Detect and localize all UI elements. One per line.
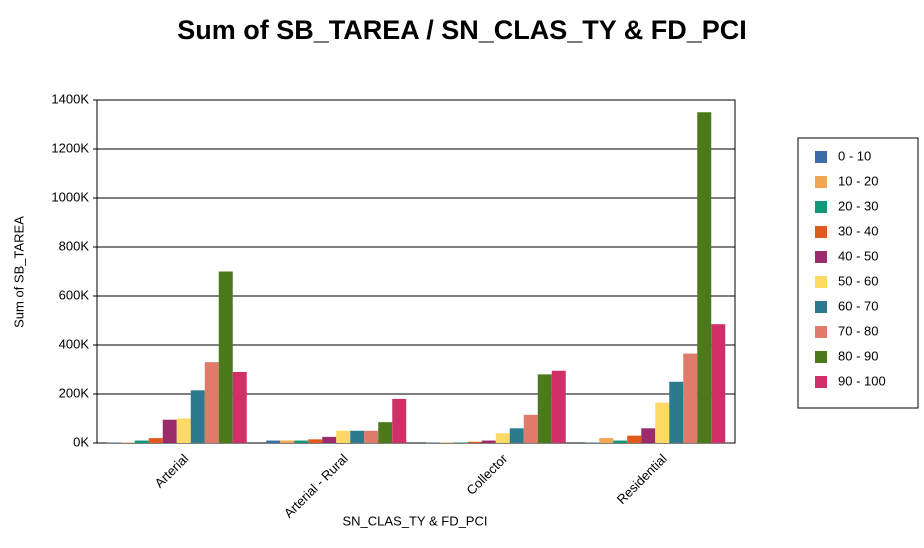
bar — [232, 371, 247, 443]
y-tick-label: 1200K — [51, 140, 89, 155]
bar — [294, 440, 309, 443]
bar — [537, 374, 552, 443]
legend-label: 30 - 40 — [838, 223, 878, 238]
y-tick-label: 400K — [59, 336, 90, 351]
bar — [467, 441, 482, 443]
bar — [683, 353, 698, 443]
legend-label: 90 - 100 — [838, 373, 886, 388]
bar — [669, 381, 684, 443]
bar — [655, 402, 670, 443]
x-tick-label: Arterial — [152, 451, 192, 491]
bar — [364, 430, 379, 443]
y-tick-label: 200K — [59, 385, 90, 400]
bar — [266, 440, 281, 443]
bar — [481, 440, 496, 443]
legend-swatch — [815, 326, 827, 338]
bar — [697, 112, 712, 443]
plot-frame — [96, 99, 736, 444]
bar — [378, 422, 393, 443]
y-axis-label: Sum of SB_TAREA — [11, 216, 26, 328]
bar — [627, 435, 642, 443]
x-tick-label: Collector — [463, 450, 510, 497]
legend-swatch — [815, 301, 827, 313]
bar — [134, 440, 149, 443]
y-tick-label: 0K — [73, 434, 89, 449]
bar — [322, 436, 337, 443]
bar — [148, 438, 163, 443]
legend-swatch — [815, 276, 827, 288]
bar — [350, 430, 365, 443]
legend-swatch — [815, 226, 827, 238]
legend-swatch — [815, 251, 827, 263]
legend-label: 40 - 50 — [838, 248, 878, 263]
y-tick-label: 600K — [59, 287, 90, 302]
bar — [613, 440, 628, 443]
legend-label: 70 - 80 — [838, 323, 878, 338]
x-axis-label: SN_CLAS_TY & FD_PCI — [343, 513, 488, 528]
bar — [176, 418, 191, 443]
legend-label: 0 - 10 — [838, 148, 871, 163]
y-tick-label: 1000K — [51, 189, 89, 204]
legend-label: 80 - 90 — [838, 348, 878, 363]
legend-swatch — [815, 151, 827, 163]
bar — [523, 414, 538, 443]
bar — [308, 439, 323, 443]
x-tick-label: Residential — [614, 451, 670, 507]
legend-label: 10 - 20 — [838, 173, 878, 188]
bar — [495, 433, 510, 443]
bar — [551, 370, 566, 443]
bar — [641, 428, 656, 443]
bar — [280, 440, 295, 443]
legend-label: 20 - 30 — [838, 198, 878, 213]
bar — [711, 324, 726, 443]
y-tick-label: 1400K — [51, 91, 89, 106]
legend-swatch — [815, 201, 827, 213]
legend-label: 60 - 70 — [838, 298, 878, 313]
legend-swatch — [815, 176, 827, 188]
bar — [392, 398, 407, 443]
legend-swatch — [815, 376, 827, 388]
legend-swatch — [815, 351, 827, 363]
bar — [204, 362, 219, 443]
bar — [218, 271, 233, 443]
bar — [599, 438, 614, 443]
x-tick-label: Arterial - Rural — [281, 451, 351, 521]
bar — [162, 419, 177, 443]
bar — [509, 428, 524, 443]
bar — [190, 390, 205, 443]
bar — [336, 430, 351, 443]
y-tick-label: 800K — [59, 238, 90, 253]
chart-title: Sum of SB_TAREA / SN_CLAS_TY & FD_PCI — [177, 15, 747, 45]
legend-label: 50 - 60 — [838, 273, 878, 288]
